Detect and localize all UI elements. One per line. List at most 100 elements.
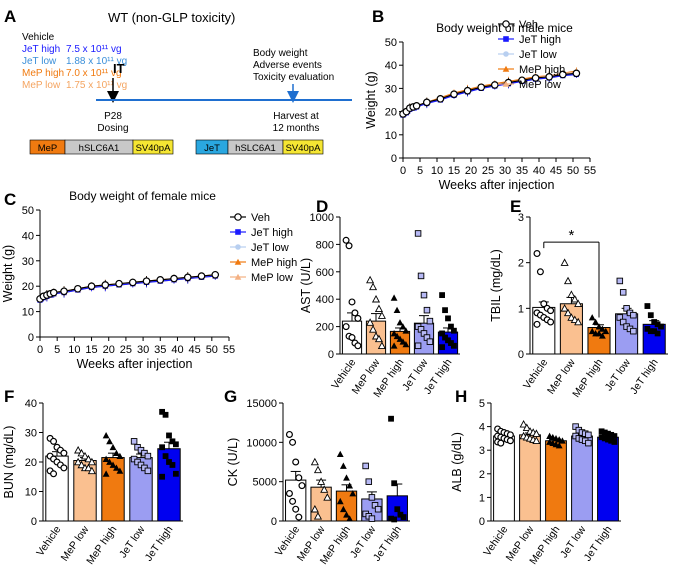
data-point [60,464,68,472]
data-point [368,282,378,291]
x-tick-label: 15 [448,165,460,177]
data-point [490,81,499,89]
data-point [393,332,401,340]
data-point [342,323,350,331]
data-point [559,437,566,444]
data-point [102,455,110,462]
data-point [536,268,544,276]
data-point [399,338,407,345]
y-tick-label: 10 [25,487,37,499]
data-point [393,306,401,314]
legend-marker-1 [503,36,509,42]
data-point [532,429,541,437]
data-point [374,334,384,343]
data-point [605,430,611,437]
significance-star: * [568,227,574,244]
panel-letter-e: E [510,197,521,216]
data-point [116,467,124,474]
construct1-polya-box [132,139,174,155]
data-point [601,435,608,442]
data-point [445,315,451,322]
data-point [320,485,329,493]
data-point [605,436,611,443]
data-point [102,470,110,477]
data-point [540,300,548,308]
data-point [354,314,362,322]
data-point [285,430,293,438]
data-point [346,515,354,522]
data-point [420,291,428,299]
data-point [343,511,350,518]
data-point [417,272,425,280]
data-point [422,98,431,107]
data-point [354,342,362,350]
data-point [144,467,152,475]
x-tick-label: 20 [465,165,477,177]
data-point [377,311,386,319]
y-tick-label: 1 [479,492,485,504]
y-tick-label: 40 [22,230,34,242]
data-point [560,258,569,266]
data-point [60,287,68,296]
data-point [87,457,96,466]
bar-4 [597,436,619,522]
data-point [144,452,152,460]
data-point [644,303,651,309]
data-point [630,327,637,335]
legend-marker-0 [234,213,242,221]
data-point [159,473,166,480]
data-point [368,325,378,333]
data-point [87,282,96,291]
data-point [658,323,664,330]
y-tick-label: 2 [518,258,524,270]
data-point [506,437,514,445]
bar-2 [545,440,567,522]
data-point [611,433,618,439]
dosing-label-2: Dosing [97,123,128,134]
data-point [616,277,624,285]
group-label-0: Vehicle [22,32,55,43]
data-point [50,470,58,478]
data-point [651,319,658,325]
data-point [162,453,169,459]
y-tick-label: 600 [316,267,334,279]
data-point [292,505,300,513]
data-point [390,294,398,301]
data-point [647,328,654,335]
data-point [374,505,382,513]
legend-marker-2 [235,244,241,250]
legend-label-2: JeT low [251,242,289,254]
x-tick-label: 40 [533,165,545,177]
group-dose-1: 7.5 x 10¹¹ vg [66,44,122,55]
data-point [595,330,603,337]
x-tick-label: 40 [171,344,183,356]
data-point [448,340,454,346]
data-point [426,317,434,325]
y-tick-label: 30 [385,83,397,95]
data-point [87,466,96,475]
data-point [414,230,422,237]
legend-label-4: MeP low [251,272,293,284]
data-point [563,308,573,317]
data-point [547,318,555,326]
data-point [547,307,555,315]
x-tick-label: 0 [400,165,406,177]
data-point [654,330,661,337]
x-tick-label: 20 [103,344,115,356]
data-point [130,438,138,445]
construct1-promoter: MeP [38,143,58,154]
data-point [313,512,323,520]
data-point [183,273,192,282]
x-tick-label-4: JeT high [628,357,661,397]
group-label-2: JeT low [22,56,57,67]
data-point [317,477,326,485]
data-point [77,448,86,457]
data-point [397,511,404,518]
bar-0 [493,435,515,522]
y-axis-label: CK (U/L) [226,438,240,487]
data-point [339,462,347,469]
legend-marker-3 [234,258,242,265]
data-point [623,305,630,312]
group-dose-2: 1.88 x 10¹¹ vg [66,56,127,67]
